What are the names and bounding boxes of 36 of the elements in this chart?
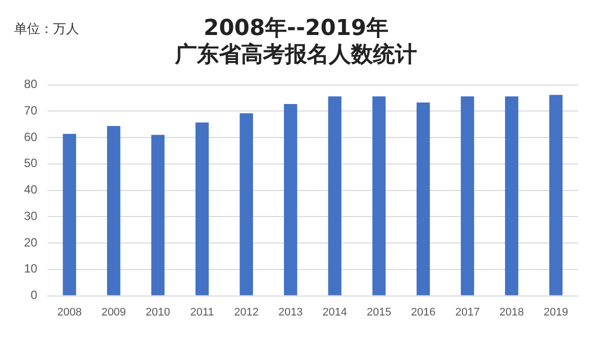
y-tick-label: 60	[24, 130, 38, 144]
bar	[460, 96, 474, 296]
bar	[328, 96, 342, 296]
x-tick-label: 2015	[366, 306, 392, 318]
bar	[62, 134, 76, 296]
x-tick-label: 2010	[146, 306, 170, 318]
text: 广东省高考报名人数统计	[175, 42, 417, 68]
x-tick-label: 2013	[278, 306, 303, 318]
bar	[372, 96, 386, 296]
bar	[284, 104, 298, 296]
y-tick-label: 30	[24, 208, 38, 223]
y-tick-label: 50	[24, 156, 38, 170]
bar	[549, 94, 563, 296]
y-tick-label: 20	[24, 235, 38, 250]
x-tick-label: 2012	[234, 306, 259, 318]
x-tick-label: 2019	[544, 306, 568, 318]
x-tick-label: 2016	[410, 306, 436, 318]
bar	[107, 126, 120, 296]
y-tick-label: 70	[24, 103, 38, 118]
x-tick-label: 2008	[57, 306, 82, 318]
y-tick-label: 40	[24, 182, 38, 197]
bar	[416, 102, 430, 296]
x-tick-label: 2014	[322, 306, 348, 318]
y-tick-label: 10	[24, 262, 38, 276]
x-tick-label: 2011	[190, 306, 214, 318]
x-tick-label: 2009	[101, 306, 126, 318]
bar	[240, 113, 253, 296]
y-tick-label: 0	[30, 288, 38, 302]
y-axis-title: 单位：万人	[14, 21, 79, 38]
bar	[505, 96, 518, 296]
x-tick-label: 2018	[499, 306, 524, 318]
text: 2008年--2019年	[204, 16, 388, 41]
bar	[195, 122, 209, 296]
x-tick-label: 2017	[455, 306, 480, 318]
bar	[151, 134, 165, 296]
y-tick-label: 80	[24, 77, 38, 92]
